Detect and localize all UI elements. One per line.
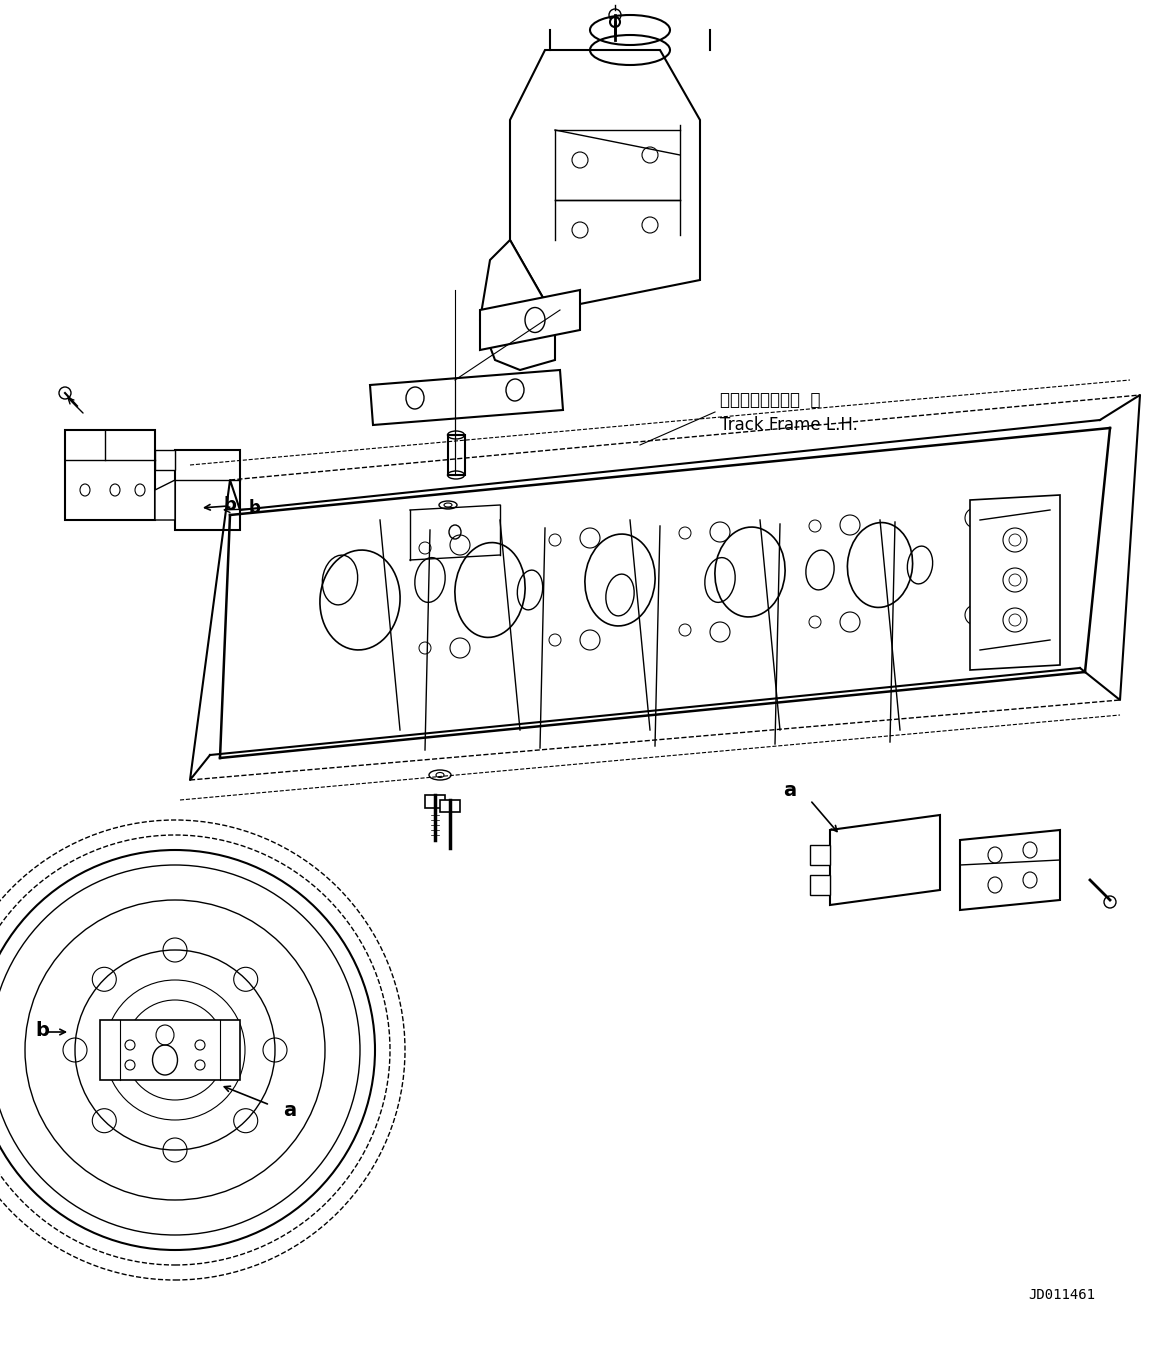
Text: JD011461: JD011461 (1028, 1288, 1096, 1302)
Polygon shape (830, 815, 940, 906)
Text: b: b (35, 1021, 49, 1040)
Polygon shape (511, 49, 700, 310)
Polygon shape (480, 240, 555, 370)
Text: a: a (784, 781, 797, 800)
Polygon shape (480, 289, 580, 350)
Text: b: b (223, 497, 236, 514)
Polygon shape (174, 450, 240, 530)
Polygon shape (959, 830, 1059, 910)
Text: a: a (284, 1100, 297, 1120)
Polygon shape (440, 800, 461, 812)
Polygon shape (809, 875, 830, 895)
Polygon shape (970, 495, 1059, 670)
Polygon shape (155, 450, 174, 471)
Polygon shape (370, 370, 563, 425)
Polygon shape (809, 845, 830, 864)
Polygon shape (448, 435, 465, 475)
Text: Track Frame L.H.: Track Frame L.H. (720, 416, 858, 434)
Text: トラックフレーム  左: トラックフレーム 左 (720, 391, 821, 409)
Polygon shape (100, 1019, 240, 1080)
Polygon shape (65, 429, 155, 520)
Text: b: b (249, 499, 261, 517)
Polygon shape (424, 794, 445, 808)
Circle shape (611, 16, 620, 27)
Polygon shape (155, 480, 174, 520)
